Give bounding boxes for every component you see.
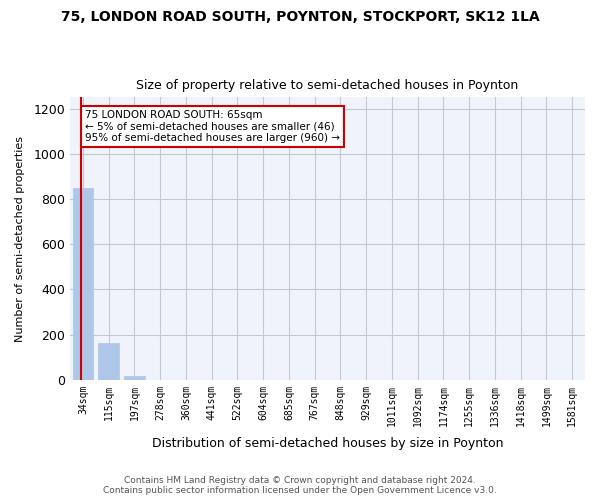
Bar — [124, 376, 145, 380]
Text: 75 LONDON ROAD SOUTH: 65sqm
← 5% of semi-detached houses are smaller (46)
95% of: 75 LONDON ROAD SOUTH: 65sqm ← 5% of semi… — [85, 110, 340, 143]
Bar — [73, 188, 93, 380]
Bar — [98, 343, 119, 380]
Text: Contains HM Land Registry data © Crown copyright and database right 2024.
Contai: Contains HM Land Registry data © Crown c… — [103, 476, 497, 495]
Y-axis label: Number of semi-detached properties: Number of semi-detached properties — [15, 136, 25, 342]
X-axis label: Distribution of semi-detached houses by size in Poynton: Distribution of semi-detached houses by … — [152, 437, 503, 450]
Text: 75, LONDON ROAD SOUTH, POYNTON, STOCKPORT, SK12 1LA: 75, LONDON ROAD SOUTH, POYNTON, STOCKPOR… — [61, 10, 539, 24]
Title: Size of property relative to semi-detached houses in Poynton: Size of property relative to semi-detach… — [136, 79, 518, 92]
